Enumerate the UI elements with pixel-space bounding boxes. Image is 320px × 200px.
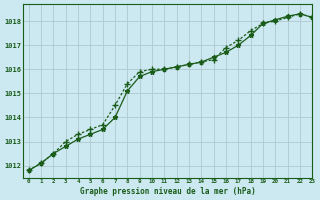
X-axis label: Graphe pression niveau de la mer (hPa): Graphe pression niveau de la mer (hPa) <box>80 187 255 196</box>
